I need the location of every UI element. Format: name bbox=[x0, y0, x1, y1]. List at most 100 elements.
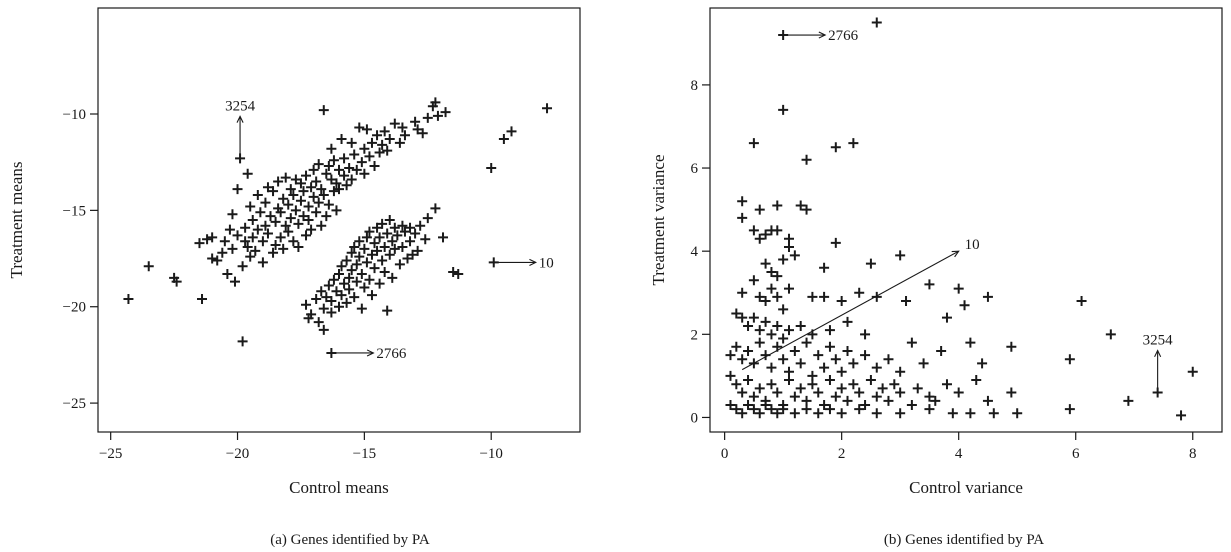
data-point bbox=[772, 200, 783, 211]
data-point bbox=[737, 387, 748, 398]
data-point bbox=[336, 290, 347, 301]
x-tick-label: −10 bbox=[479, 446, 502, 462]
annotation-arrow-head bbox=[236, 115, 244, 123]
data-point bbox=[731, 308, 742, 319]
data-point bbox=[760, 399, 771, 410]
data-point bbox=[369, 263, 380, 274]
data-point bbox=[318, 105, 329, 116]
y-tick-label: 6 bbox=[691, 161, 699, 177]
data-point bbox=[830, 391, 841, 402]
data-point bbox=[240, 236, 251, 247]
data-point bbox=[422, 112, 433, 123]
data-point bbox=[293, 241, 304, 252]
data-point bbox=[725, 370, 736, 381]
annotation-arrow-head bbox=[529, 258, 538, 266]
data-point bbox=[772, 408, 783, 419]
data-point bbox=[737, 287, 748, 298]
data-point bbox=[339, 153, 350, 164]
data-point bbox=[298, 186, 309, 197]
data-point bbox=[212, 255, 223, 266]
data-point bbox=[959, 300, 970, 311]
data-point bbox=[372, 245, 383, 256]
data-point bbox=[860, 329, 871, 340]
data-point bbox=[346, 137, 357, 148]
data-point bbox=[349, 149, 360, 160]
data-point bbox=[311, 176, 322, 187]
data-point bbox=[384, 249, 395, 260]
data-point bbox=[731, 379, 742, 390]
annotation-label: 2766 bbox=[828, 28, 859, 44]
data-point bbox=[334, 184, 344, 195]
data-point bbox=[737, 212, 748, 223]
data-point bbox=[836, 366, 847, 377]
data-point bbox=[232, 184, 243, 195]
y-tick-label: −25 bbox=[63, 396, 86, 412]
annotation-arrow-head bbox=[818, 31, 827, 39]
data-point bbox=[754, 337, 765, 348]
data-point bbox=[257, 257, 268, 268]
data-point bbox=[224, 224, 235, 235]
data-point bbox=[498, 134, 509, 145]
annotation-label: 10 bbox=[965, 237, 980, 253]
y-tick-label: 0 bbox=[691, 410, 699, 426]
data-point bbox=[725, 399, 736, 410]
data-point bbox=[399, 130, 410, 141]
data-point bbox=[303, 215, 314, 225]
data-point bbox=[283, 226, 294, 237]
data-point bbox=[366, 137, 377, 148]
data-point bbox=[265, 211, 276, 222]
y-tick-label: −20 bbox=[63, 300, 86, 316]
data-point bbox=[422, 213, 433, 224]
data-point bbox=[202, 234, 213, 245]
figure-caption: (b) Genes identified by PA bbox=[884, 532, 1044, 548]
data-point bbox=[194, 238, 205, 249]
data-point bbox=[795, 383, 806, 394]
y-axis-label: Treatment means bbox=[7, 162, 26, 279]
data-point bbox=[965, 337, 976, 348]
data-point bbox=[339, 278, 350, 289]
data-point bbox=[754, 325, 765, 336]
data-point bbox=[415, 220, 426, 231]
data-point bbox=[323, 161, 334, 172]
data-point bbox=[257, 236, 268, 247]
data-point bbox=[883, 354, 894, 365]
data-point bbox=[748, 404, 759, 415]
x-tick-label: 6 bbox=[1072, 446, 1080, 462]
data-point bbox=[318, 189, 329, 200]
data-point bbox=[389, 222, 400, 233]
data-point bbox=[313, 159, 324, 170]
data-point bbox=[778, 333, 789, 344]
data-point bbox=[766, 266, 777, 277]
data-point bbox=[953, 283, 964, 294]
data-point bbox=[748, 225, 759, 236]
panel-a: −25 −20 −15 −10 −25 −20 −15 −10 Control means Tre… bbox=[7, 7, 581, 548]
data-point bbox=[737, 196, 748, 207]
x-tick-label: 4 bbox=[955, 446, 963, 462]
annotation-arrow-head bbox=[366, 349, 375, 357]
data-point bbox=[783, 283, 794, 294]
data-point bbox=[854, 387, 865, 398]
data-point bbox=[293, 218, 304, 229]
data-point bbox=[372, 130, 383, 141]
data-point bbox=[374, 232, 385, 243]
data-point bbox=[280, 172, 291, 183]
data-point bbox=[737, 312, 748, 323]
data-point bbox=[341, 255, 352, 266]
y-tick-label: −10 bbox=[63, 107, 86, 123]
data-point bbox=[783, 325, 794, 336]
data-point bbox=[830, 354, 841, 365]
data-point bbox=[906, 337, 917, 348]
data-point bbox=[772, 387, 783, 398]
data-point bbox=[824, 375, 835, 386]
data-point bbox=[336, 134, 347, 145]
data-point bbox=[801, 337, 812, 348]
data-point bbox=[283, 199, 294, 210]
data-point bbox=[941, 312, 952, 323]
data-point bbox=[766, 362, 777, 373]
data-point bbox=[772, 225, 783, 236]
data-point bbox=[275, 207, 286, 218]
data-point bbox=[359, 168, 370, 179]
data-point bbox=[789, 408, 800, 419]
data-point bbox=[760, 229, 771, 240]
data-point bbox=[346, 174, 357, 185]
